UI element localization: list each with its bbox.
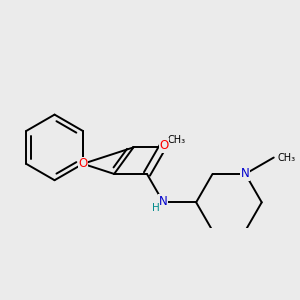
Text: O: O [160,139,169,152]
Text: N: N [241,167,250,180]
Text: CH₃: CH₃ [277,152,295,163]
Text: N: N [159,195,168,208]
Text: O: O [78,157,88,170]
Text: H: H [152,203,160,213]
Text: CH₃: CH₃ [167,135,185,145]
